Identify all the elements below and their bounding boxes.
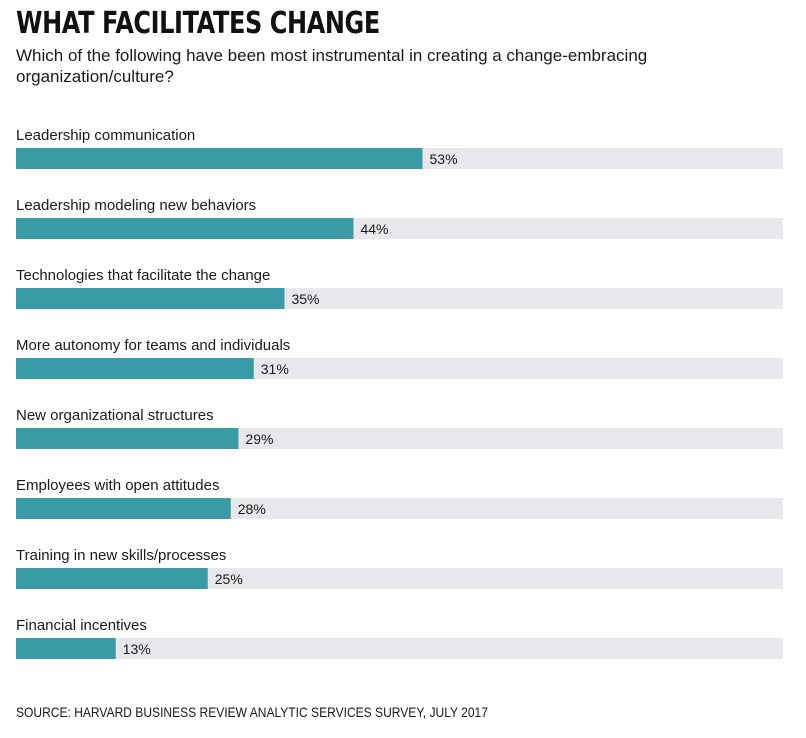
value-label: 29% — [245, 431, 273, 447]
bar — [16, 498, 231, 519]
bar — [16, 428, 239, 449]
category-label: Training in new skills/processes — [16, 547, 226, 564]
bar — [16, 148, 423, 169]
source-note: SOURCE: HARVARD BUSINESS REVIEW ANALYTIC… — [16, 704, 488, 720]
bar — [16, 218, 354, 239]
bar — [16, 288, 285, 309]
bar-chart: Leadership communication 53% Leadership mo… — [16, 127, 783, 659]
value-label: 25% — [215, 571, 243, 587]
value-label: 13% — [123, 641, 151, 657]
category-label: Leadership communication — [16, 127, 195, 144]
category-label: Employees with open attitudes — [16, 477, 219, 494]
category-label: New organizational structures — [16, 407, 214, 424]
bar — [16, 568, 208, 589]
bar — [16, 638, 116, 659]
category-label: Leadership modeling new behaviors — [16, 197, 256, 214]
value-label: 28% — [238, 501, 266, 517]
value-label: 31% — [261, 361, 289, 377]
bar — [16, 358, 254, 379]
value-label: 35% — [291, 291, 319, 307]
chart-title: WHAT FACILITATES CHANGE — [16, 6, 380, 41]
category-label: More autonomy for teams and individuals — [16, 337, 290, 354]
bar-track — [16, 638, 783, 659]
category-label: Financial incentives — [16, 617, 147, 634]
value-label: 53% — [430, 151, 458, 167]
value-label: 44% — [360, 221, 388, 237]
category-label: Technologies that facilitate the change — [16, 267, 270, 284]
chart-subtitle: Which of the following have been most in… — [16, 46, 648, 86]
